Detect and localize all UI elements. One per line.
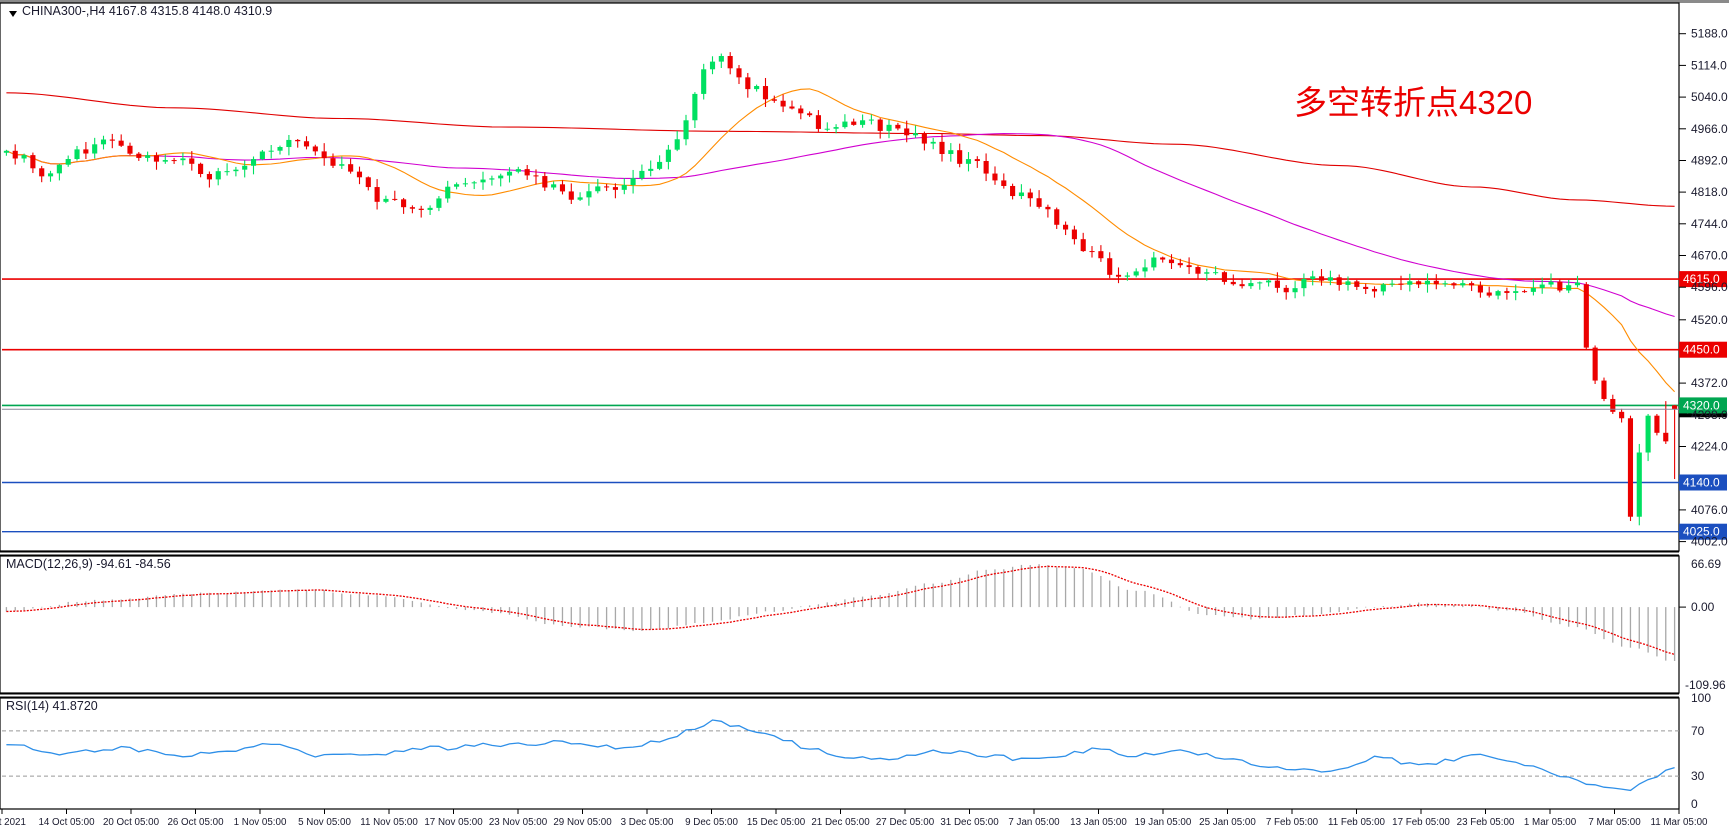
svg-text:26 Oct 05:00: 26 Oct 05:00 — [167, 817, 224, 828]
svg-text:5114.0: 5114.0 — [1691, 58, 1727, 72]
svg-text:11 Feb 05:00: 11 Feb 05:00 — [1328, 817, 1386, 828]
svg-text:11 Mar 05:00: 11 Mar 05:00 — [1650, 817, 1708, 828]
svg-text:7 Jan 05:00: 7 Jan 05:00 — [1008, 817, 1060, 828]
svg-text:13 Jan 05:00: 13 Jan 05:00 — [1070, 817, 1127, 828]
svg-text:15 Dec 05:00: 15 Dec 05:00 — [747, 817, 806, 828]
svg-text:17 Feb 05:00: 17 Feb 05:00 — [1392, 817, 1450, 828]
svg-text:7 Feb 05:00: 7 Feb 05:00 — [1266, 817, 1319, 828]
svg-text:CHINA300-,H4 4167.8 4315.8 41: CHINA300-,H4 4167.8 4315.8 4148.0 4310.9 — [22, 4, 272, 18]
svg-text:25 Jan 05:00: 25 Jan 05:00 — [1199, 817, 1256, 828]
svg-text:多空转折点4320: 多空转折点4320 — [1294, 84, 1532, 121]
svg-text:RSI(14) 41.8720: RSI(14) 41.8720 — [6, 699, 98, 713]
svg-text:4298.0: 4298.0 — [1691, 408, 1728, 422]
svg-text:29 Nov 05:00: 29 Nov 05:00 — [553, 817, 612, 828]
svg-text:4520.0: 4520.0 — [1691, 313, 1728, 327]
svg-text:4892.0: 4892.0 — [1691, 154, 1728, 168]
svg-text:4966.0: 4966.0 — [1691, 122, 1728, 136]
svg-text:21 Dec 05:00: 21 Dec 05:00 — [811, 817, 870, 828]
svg-text:4224.0: 4224.0 — [1691, 440, 1728, 454]
svg-text:4140.0: 4140.0 — [1683, 476, 1720, 490]
svg-text:4450.0: 4450.0 — [1683, 343, 1720, 357]
svg-text:0.00: 0.00 — [1691, 600, 1715, 614]
svg-text:30: 30 — [1691, 769, 1705, 783]
svg-text:100: 100 — [1691, 691, 1711, 705]
svg-text:7 Mar 05:00: 7 Mar 05:00 — [1588, 817, 1641, 828]
svg-text:31 Dec 05:00: 31 Dec 05:00 — [940, 817, 999, 828]
svg-text:4002.0: 4002.0 — [1691, 535, 1728, 549]
svg-text:70: 70 — [1691, 724, 1705, 738]
svg-text:-109.96: -109.96 — [1685, 678, 1726, 692]
svg-text:8 Oct 2021: 8 Oct 2021 — [0, 817, 26, 828]
svg-text:4670.0: 4670.0 — [1691, 249, 1728, 263]
svg-text:20 Oct 05:00: 20 Oct 05:00 — [103, 817, 160, 828]
svg-text:11 Nov 05:00: 11 Nov 05:00 — [360, 817, 418, 828]
svg-text:MACD(12,26,9) -94.61 -84.56: MACD(12,26,9) -94.61 -84.56 — [6, 557, 171, 571]
svg-text:23 Nov 05:00: 23 Nov 05:00 — [489, 817, 548, 828]
svg-text:14 Oct 05:00: 14 Oct 05:00 — [38, 817, 95, 828]
svg-text:19 Jan 05:00: 19 Jan 05:00 — [1135, 817, 1192, 828]
svg-text:5188.0: 5188.0 — [1691, 27, 1728, 41]
svg-text:4744.0: 4744.0 — [1691, 217, 1728, 231]
svg-text:66.69: 66.69 — [1691, 557, 1721, 571]
svg-text:1 Nov 05:00: 1 Nov 05:00 — [234, 817, 287, 828]
svg-text:5 Nov 05:00: 5 Nov 05:00 — [298, 817, 351, 828]
svg-text:4372.0: 4372.0 — [1691, 376, 1728, 390]
svg-text:4076.0: 4076.0 — [1691, 503, 1728, 517]
svg-text:5040.0: 5040.0 — [1691, 90, 1728, 104]
svg-text:4596.0: 4596.0 — [1691, 280, 1728, 294]
svg-text:3 Dec 05:00: 3 Dec 05:00 — [621, 817, 674, 828]
svg-text:17 Nov 05:00: 17 Nov 05:00 — [424, 817, 483, 828]
svg-text:1 Mar 05:00: 1 Mar 05:00 — [1524, 817, 1577, 828]
svg-text:27 Dec 05:00: 27 Dec 05:00 — [876, 817, 935, 828]
svg-text:0: 0 — [1691, 797, 1698, 811]
svg-text:9 Dec 05:00: 9 Dec 05:00 — [685, 817, 738, 828]
svg-text:23 Feb 05:00: 23 Feb 05:00 — [1457, 817, 1515, 828]
svg-text:4818.0: 4818.0 — [1691, 185, 1728, 199]
